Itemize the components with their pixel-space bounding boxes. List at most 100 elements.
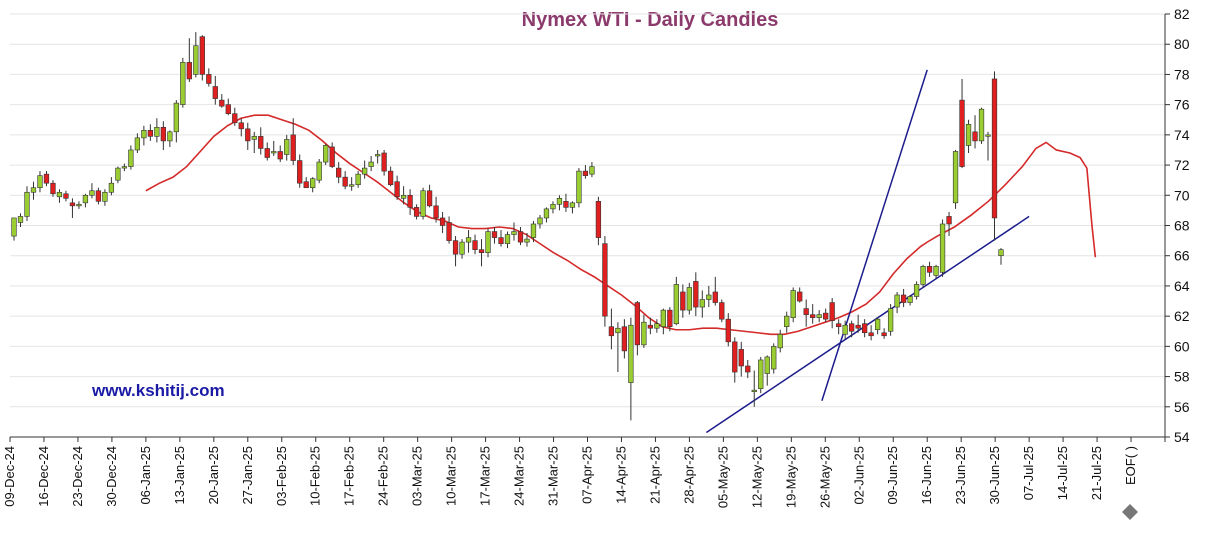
candle-body bbox=[543, 208, 550, 219]
x-tick-label: EOF( ) bbox=[1123, 446, 1138, 485]
candle bbox=[459, 239, 465, 259]
candle bbox=[95, 187, 102, 205]
candle bbox=[433, 196, 439, 223]
x-tick-label: 03-Feb-25 bbox=[274, 446, 289, 506]
candle bbox=[758, 356, 764, 394]
candle bbox=[537, 214, 543, 229]
candle bbox=[874, 317, 881, 335]
candle-body bbox=[887, 308, 894, 332]
candle-body bbox=[862, 323, 868, 334]
candle-body bbox=[693, 281, 699, 308]
candle bbox=[641, 314, 647, 348]
candle-body bbox=[485, 231, 491, 253]
candle bbox=[881, 328, 887, 339]
candle bbox=[504, 231, 511, 249]
candle-body bbox=[43, 173, 50, 184]
candle bbox=[420, 187, 426, 220]
candle-body bbox=[121, 166, 128, 169]
candle bbox=[913, 281, 920, 300]
candle bbox=[738, 341, 744, 377]
candle-body bbox=[102, 191, 108, 202]
candle bbox=[602, 236, 608, 327]
candle-body bbox=[829, 302, 835, 321]
candle-body bbox=[985, 134, 991, 137]
x-tick-label: 24-Feb-25 bbox=[376, 446, 391, 506]
candle bbox=[836, 319, 842, 335]
x-tick-label: 05-May-25 bbox=[715, 446, 730, 508]
candle-body bbox=[284, 139, 290, 155]
candle-body bbox=[232, 113, 238, 124]
candle-body bbox=[362, 167, 368, 175]
candle-body bbox=[972, 131, 978, 142]
x-tick-label: 27-Jan-25 bbox=[240, 446, 255, 505]
candle-body bbox=[673, 284, 679, 324]
candle-body bbox=[310, 178, 316, 189]
candle-body bbox=[95, 190, 102, 202]
x-tick-label: 28-Apr-25 bbox=[681, 446, 696, 504]
x-tick-label: 23-Dec-24 bbox=[70, 446, 85, 507]
candle-body bbox=[849, 323, 855, 332]
candle-body bbox=[777, 333, 783, 349]
candle bbox=[69, 198, 76, 218]
candle-body bbox=[699, 299, 705, 308]
candle bbox=[849, 320, 855, 338]
trendline-layer bbox=[705, 69, 1030, 434]
candle bbox=[862, 319, 868, 338]
candle bbox=[608, 308, 615, 350]
candle bbox=[764, 355, 770, 386]
candle-body bbox=[874, 318, 881, 331]
candle-body bbox=[556, 198, 563, 205]
watermark-text: www.kshitij.com bbox=[91, 381, 225, 400]
candle-body bbox=[439, 217, 446, 226]
y-tick-label: 74 bbox=[1174, 127, 1190, 143]
candle-body bbox=[965, 123, 972, 146]
candle-body bbox=[686, 287, 692, 311]
candle bbox=[134, 133, 141, 153]
candle-body bbox=[524, 238, 530, 243]
candle-body bbox=[329, 146, 335, 167]
candle-body bbox=[37, 175, 43, 189]
candle bbox=[887, 304, 894, 336]
candle bbox=[290, 118, 296, 166]
candles-layer bbox=[11, 32, 1004, 421]
y-tick-label: 78 bbox=[1174, 66, 1190, 82]
candle-body bbox=[907, 296, 913, 303]
candle bbox=[699, 290, 705, 318]
candle-body bbox=[316, 161, 322, 181]
candle-body bbox=[413, 207, 420, 217]
x-tick-label: 02-Jun-25 bbox=[851, 446, 866, 505]
candle-body bbox=[732, 341, 738, 373]
candle bbox=[374, 149, 381, 164]
x-tick-label: 30-Jun-25 bbox=[987, 446, 1002, 505]
candle-body bbox=[290, 134, 296, 161]
candle bbox=[771, 343, 777, 374]
candle-body bbox=[238, 122, 244, 130]
candle-body bbox=[842, 324, 848, 335]
candle-body bbox=[959, 99, 965, 167]
candle-body bbox=[271, 151, 277, 154]
candle-body bbox=[576, 170, 582, 204]
candle-body bbox=[712, 291, 718, 303]
x-tick-label: 14-Apr-25 bbox=[613, 446, 628, 504]
candle bbox=[946, 211, 952, 237]
x-tick-label: 23-Jun-25 bbox=[953, 446, 968, 505]
x-tick-label: 10-Mar-25 bbox=[444, 446, 459, 506]
candle bbox=[868, 325, 874, 341]
candle-body bbox=[11, 217, 17, 237]
x-tick-label: 09-Dec-24 bbox=[2, 446, 17, 507]
y-tick-label: 70 bbox=[1174, 187, 1190, 203]
candle-body bbox=[258, 136, 264, 149]
candle-body bbox=[206, 74, 212, 84]
candle bbox=[810, 304, 816, 324]
candle bbox=[550, 201, 556, 214]
x-tick-label: 17-Mar-25 bbox=[478, 446, 493, 506]
x-tick-label: 13-Jan-25 bbox=[172, 446, 187, 505]
y-tick-label: 68 bbox=[1174, 218, 1190, 234]
candle-body bbox=[180, 62, 186, 105]
candle-body bbox=[478, 249, 485, 253]
candle-body bbox=[219, 99, 225, 107]
candle bbox=[959, 78, 965, 169]
candle bbox=[985, 131, 991, 161]
candle-body bbox=[855, 324, 861, 329]
candle bbox=[991, 71, 998, 241]
